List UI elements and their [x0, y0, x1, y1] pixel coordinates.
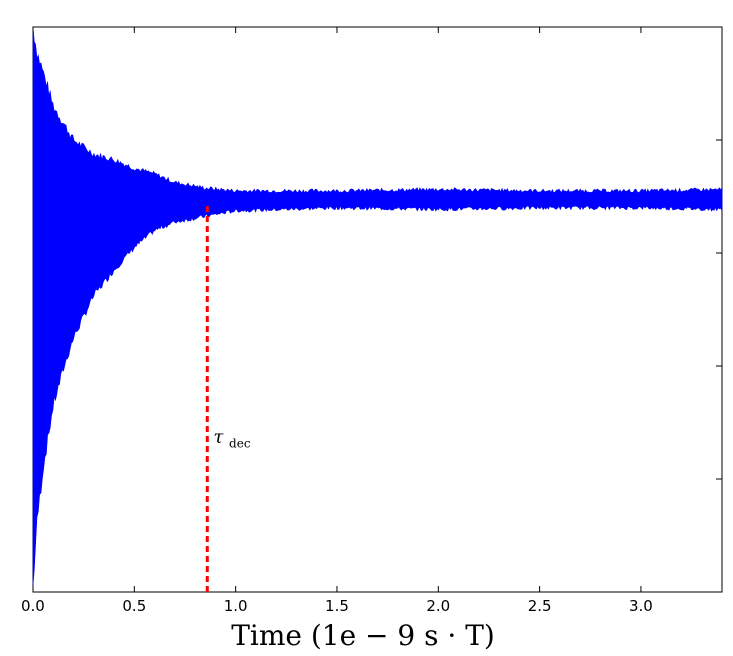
plot-area: τ dec	[32, 26, 723, 593]
x-axis-label: Time (1e − 9 s · T)	[231, 619, 495, 652]
y-axis-ticks	[716, 139, 722, 480]
x-tick-label: 1.5	[325, 597, 349, 615]
x-tick-label: 1.0	[224, 597, 248, 615]
x-tick-label: 0.0	[21, 597, 45, 615]
tau-subscript: dec	[229, 436, 251, 450]
tau-symbol: τ	[213, 426, 224, 447]
x-tick-label: 2.0	[426, 597, 450, 615]
x-tick-label: 0.5	[122, 597, 146, 615]
x-tick-label: 2.5	[528, 597, 552, 615]
axes-frame	[32, 26, 723, 593]
tau-dec-label: τ dec	[213, 426, 250, 450]
x-axis-ticks: 0.0 0.5 1.0 1.5 2.0 2.5 3.0	[21, 27, 653, 615]
signal-series	[32, 27, 723, 586]
x-tick-label: 3.0	[629, 597, 653, 615]
